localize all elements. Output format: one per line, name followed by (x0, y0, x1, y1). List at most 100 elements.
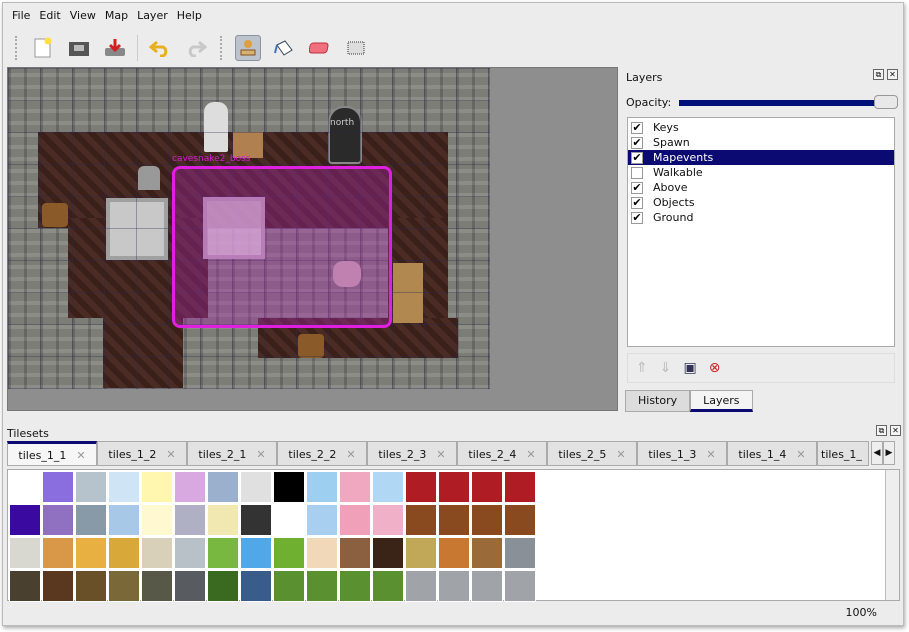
tile[interactable] (306, 471, 338, 503)
tile[interactable] (75, 504, 107, 536)
raise-layer-icon[interactable]: ⇑ (636, 360, 648, 376)
close-tab-icon[interactable]: ✕ (616, 447, 626, 461)
tile[interactable] (339, 537, 371, 569)
tile[interactable] (471, 471, 503, 503)
tile[interactable] (174, 471, 206, 503)
close-tab-icon[interactable]: ✕ (796, 447, 806, 461)
visibility-checkbox[interactable]: ✔ (631, 135, 643, 149)
layer-row[interactable]: ✔ Spawn (628, 135, 894, 150)
menu-help[interactable]: Help (176, 9, 202, 22)
layer-row[interactable]: ✔ Keys (628, 120, 894, 135)
tile[interactable] (405, 504, 437, 536)
tile[interactable] (141, 504, 173, 536)
menu-layer[interactable]: Layer (137, 9, 168, 22)
tab-layers[interactable]: Layers (690, 390, 753, 412)
tile[interactable] (273, 537, 305, 569)
visibility-checkbox[interactable]: ✔ (631, 120, 643, 134)
close-tab-icon[interactable]: ✕ (706, 447, 716, 461)
tile[interactable] (504, 537, 536, 569)
tile[interactable] (504, 471, 536, 503)
tileset-tab[interactable]: tiles_1_ ✕ (817, 441, 869, 465)
close-tab-icon[interactable]: ✕ (436, 447, 446, 461)
tab-scroll-left-icon[interactable]: ◀ (871, 441, 883, 465)
bucket-fill-icon[interactable] (271, 35, 297, 61)
tab-scroll-right-icon[interactable]: ▶ (883, 441, 895, 465)
tile[interactable] (174, 570, 206, 602)
tileset-tab[interactable]: tiles_2_5 ✕ (547, 441, 637, 465)
tile[interactable] (372, 537, 404, 569)
tile[interactable] (42, 570, 74, 602)
tile[interactable] (372, 570, 404, 602)
tile[interactable] (174, 537, 206, 569)
tile[interactable] (141, 570, 173, 602)
tile[interactable] (339, 570, 371, 602)
tileset-tab[interactable]: tiles_1_1 ✕ (7, 441, 97, 465)
close-tab-icon[interactable]: ✕ (256, 447, 266, 461)
undo-icon[interactable] (147, 35, 173, 61)
tile[interactable] (372, 471, 404, 503)
map-view[interactable]: cavesnake2_boss north (7, 67, 618, 411)
tileset-view[interactable] (7, 469, 900, 602)
visibility-checkbox[interactable]: ✔ (631, 195, 643, 209)
tile[interactable] (306, 570, 338, 602)
tileset-tab[interactable]: tiles_2_3 ✕ (367, 441, 457, 465)
opacity-slider-handle[interactable] (874, 94, 898, 109)
tile[interactable] (438, 537, 470, 569)
rectangle-select-icon[interactable] (343, 35, 369, 61)
tile[interactable] (75, 570, 107, 602)
menu-edit[interactable]: Edit (39, 9, 61, 22)
close-tab-icon[interactable]: ✕ (868, 448, 869, 461)
visibility-checkbox[interactable]: ✔ (631, 150, 643, 164)
tile[interactable] (471, 537, 503, 569)
tileset-tab[interactable]: tiles_2_1 ✕ (187, 441, 277, 465)
tile[interactable] (339, 504, 371, 536)
tile[interactable] (9, 570, 41, 602)
tile[interactable] (174, 504, 206, 536)
visibility-checkbox[interactable] (631, 166, 643, 179)
float-icon[interactable]: ⧉ (873, 69, 884, 80)
tile[interactable] (240, 504, 272, 536)
selected-mapevent-object[interactable] (172, 166, 392, 328)
tile[interactable] (42, 504, 74, 536)
tile[interactable] (405, 570, 437, 602)
lower-layer-icon[interactable]: ⇓ (659, 360, 672, 376)
tile[interactable] (273, 471, 305, 503)
redo-icon[interactable] (183, 35, 209, 61)
tileset-scrollbar[interactable] (885, 470, 899, 600)
tile[interactable] (108, 570, 140, 602)
tile[interactable] (240, 537, 272, 569)
tile[interactable] (207, 537, 239, 569)
tile[interactable] (504, 570, 536, 602)
stamp-brush-icon[interactable] (235, 35, 261, 61)
layer-list[interactable]: ✔ Keys ✔ Spawn ✔ Mapevents Walkable ✔ Above ✔ Obje… (627, 117, 895, 347)
tile[interactable] (108, 537, 140, 569)
tab-history[interactable]: History (625, 390, 691, 412)
tile[interactable] (471, 504, 503, 536)
tile[interactable] (438, 570, 470, 602)
tile[interactable] (438, 504, 470, 536)
layer-row[interactable]: ✔ Mapevents (628, 150, 894, 165)
tile[interactable] (9, 537, 41, 569)
tile[interactable] (306, 537, 338, 569)
close-tab-icon[interactable]: ✕ (346, 447, 356, 461)
close-tab-icon[interactable]: ✕ (76, 448, 86, 462)
tile[interactable] (207, 570, 239, 602)
tile[interactable] (108, 504, 140, 536)
tile[interactable] (42, 471, 74, 503)
close-icon[interactable]: ✕ (890, 425, 901, 436)
tile[interactable] (306, 504, 338, 536)
layer-row[interactable]: Walkable (628, 165, 894, 180)
tileset-tab[interactable]: tiles_2_4 ✕ (457, 441, 547, 465)
tile[interactable] (240, 570, 272, 602)
toolbar-grip-2[interactable] (220, 36, 224, 60)
open-icon[interactable] (66, 35, 92, 61)
layer-row[interactable]: ✔ Ground (628, 210, 894, 225)
close-icon[interactable]: ✕ (887, 69, 898, 80)
tile[interactable] (405, 537, 437, 569)
close-tab-icon[interactable]: ✕ (166, 447, 176, 461)
toolbar-grip[interactable] (15, 36, 19, 60)
tile[interactable] (9, 504, 41, 536)
tile[interactable] (471, 570, 503, 602)
tile[interactable] (372, 504, 404, 536)
tile[interactable] (504, 504, 536, 536)
